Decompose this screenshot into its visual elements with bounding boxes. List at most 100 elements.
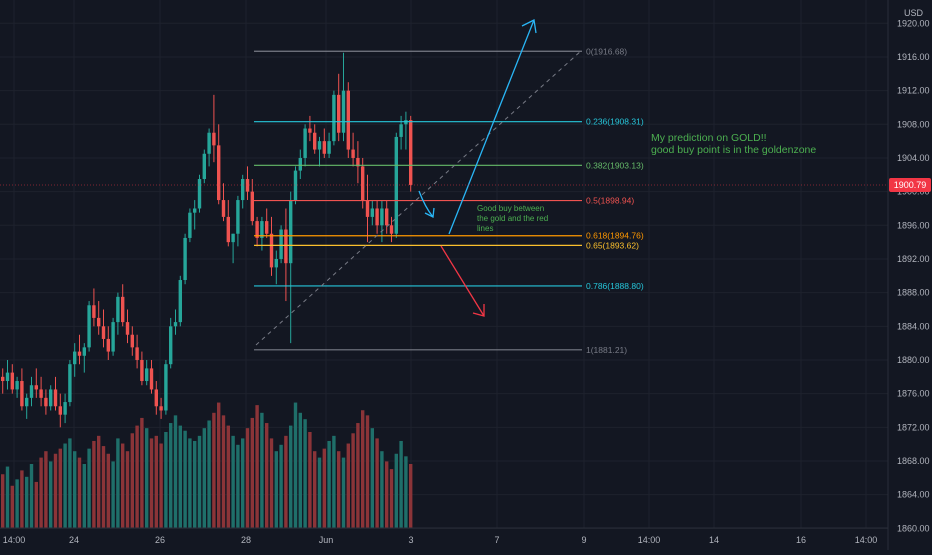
candle-body[interactable]: [269, 233, 274, 268]
candle-body[interactable]: [236, 200, 240, 234]
candle-body[interactable]: [159, 406, 163, 411]
candle-body[interactable]: [10, 372, 14, 390]
candle-body[interactable]: [409, 120, 413, 185]
candle-body[interactable]: [34, 385, 38, 390]
candle-body[interactable]: [370, 208, 374, 217]
candle-body[interactable]: [44, 397, 48, 407]
candle-body[interactable]: [1, 376, 5, 382]
volume-bar: [5, 466, 10, 528]
fib-trend-dashed-line[interactable]: [255, 49, 583, 346]
candle-body[interactable]: [164, 364, 168, 411]
candle-body[interactable]: [135, 347, 139, 360]
candle-body[interactable]: [375, 208, 379, 226]
candle-body[interactable]: [380, 208, 384, 226]
candle-body[interactable]: [73, 351, 77, 365]
candle-body[interactable]: [5, 372, 10, 382]
candle-body[interactable]: [193, 208, 197, 213]
candle-body[interactable]: [178, 280, 182, 323]
candle-body[interactable]: [341, 90, 346, 133]
candle-body[interactable]: [226, 216, 230, 243]
time-tick-label: 9: [581, 535, 586, 545]
candle-body[interactable]: [130, 334, 134, 348]
candle-body[interactable]: [241, 179, 245, 201]
candle-body[interactable]: [207, 132, 211, 154]
candle-body[interactable]: [346, 90, 350, 150]
candle-body[interactable]: [39, 389, 43, 398]
candle-body[interactable]: [111, 322, 115, 352]
candle-body[interactable]: [154, 389, 158, 407]
candle-body[interactable]: [303, 128, 307, 158]
candle-body[interactable]: [173, 322, 178, 327]
arrow-up-line[interactable]: [448, 19, 535, 235]
candle-body[interactable]: [385, 208, 389, 226]
candle-body[interactable]: [125, 322, 130, 335]
candle-body[interactable]: [197, 179, 202, 209]
candle-body[interactable]: [15, 381, 19, 390]
candle-body[interactable]: [63, 402, 67, 415]
candle-body[interactable]: [202, 153, 206, 180]
arrow-small-down-line[interactable]: [418, 190, 434, 218]
candle-body[interactable]: [49, 389, 53, 407]
candle-body[interactable]: [394, 136, 398, 234]
candle-body[interactable]: [68, 364, 72, 403]
candle-body[interactable]: [116, 296, 120, 323]
candle-body[interactable]: [274, 258, 278, 268]
candle-body[interactable]: [97, 317, 101, 327]
candle-body[interactable]: [145, 368, 149, 382]
arrow-down-red-line[interactable]: [440, 245, 485, 317]
drawings[interactable]: My prediction on GOLD!! good buy point i…: [255, 19, 816, 346]
candle-body[interactable]: [284, 229, 288, 264]
candle-body[interactable]: [313, 132, 317, 150]
fibonacci-retracement[interactable]: 0(1916.68) 0.236(1908.31) 0.382(1903.13) 0.…: [254, 46, 644, 355]
candle-body[interactable]: [149, 368, 154, 390]
candle-body[interactable]: [399, 124, 403, 137]
candle-body[interactable]: [106, 338, 110, 352]
candle-body[interactable]: [53, 389, 58, 407]
candle-body[interactable]: [87, 305, 91, 348]
candle-body[interactable]: [279, 229, 283, 259]
candle-body[interactable]: [101, 326, 106, 339]
candle-body[interactable]: [365, 200, 370, 217]
candle-body[interactable]: [332, 94, 336, 142]
candle-body[interactable]: [255, 221, 259, 238]
candle-body[interactable]: [265, 221, 269, 234]
candle-body[interactable]: [169, 326, 173, 365]
candle-body[interactable]: [231, 233, 235, 243]
candle-body[interactable]: [289, 200, 293, 264]
candle-body[interactable]: [58, 406, 62, 415]
candle-body[interactable]: [337, 94, 341, 133]
candle-body[interactable]: [121, 296, 125, 323]
price-axis[interactable]: USD 1920.00 1916.00 1912.00 1908.00 1904.00 1…: [887, 0, 930, 550]
candle-body[interactable]: [317, 141, 322, 150]
candle-body[interactable]: [260, 221, 264, 238]
candle-body[interactable]: [221, 200, 226, 217]
candlesticks[interactable]: [1, 52, 413, 428]
candle-body[interactable]: [77, 351, 82, 356]
candle-body[interactable]: [327, 141, 331, 154]
candle-body[interactable]: [212, 132, 216, 146]
candle-body[interactable]: [293, 170, 298, 201]
candle-body[interactable]: [92, 305, 96, 318]
candle-body[interactable]: [250, 191, 254, 222]
candle-body[interactable]: [361, 166, 365, 201]
candle-body[interactable]: [351, 149, 355, 158]
candle-body[interactable]: [20, 381, 24, 407]
candle-body[interactable]: [217, 145, 221, 201]
candle-body[interactable]: [308, 128, 312, 133]
time-axis[interactable]: 14:00 24 26 28 Jun 3 7 9 14:00 14 16 14:00: [0, 527, 888, 545]
price-tick-label: 1888.00: [897, 288, 930, 298]
candle-body[interactable]: [322, 141, 326, 154]
candle-body[interactable]: [389, 225, 394, 234]
candle-body[interactable]: [29, 385, 34, 398]
candle-body[interactable]: [140, 359, 144, 382]
candle-body[interactable]: [245, 179, 250, 192]
candle-body[interactable]: [82, 347, 86, 356]
candle-body[interactable]: [25, 397, 29, 407]
volume-bar: [274, 451, 278, 528]
candle-body[interactable]: [298, 157, 302, 171]
candle-body[interactable]: [188, 212, 192, 238]
candle-body[interactable]: [183, 237, 187, 281]
candle-body[interactable]: [356, 157, 360, 167]
